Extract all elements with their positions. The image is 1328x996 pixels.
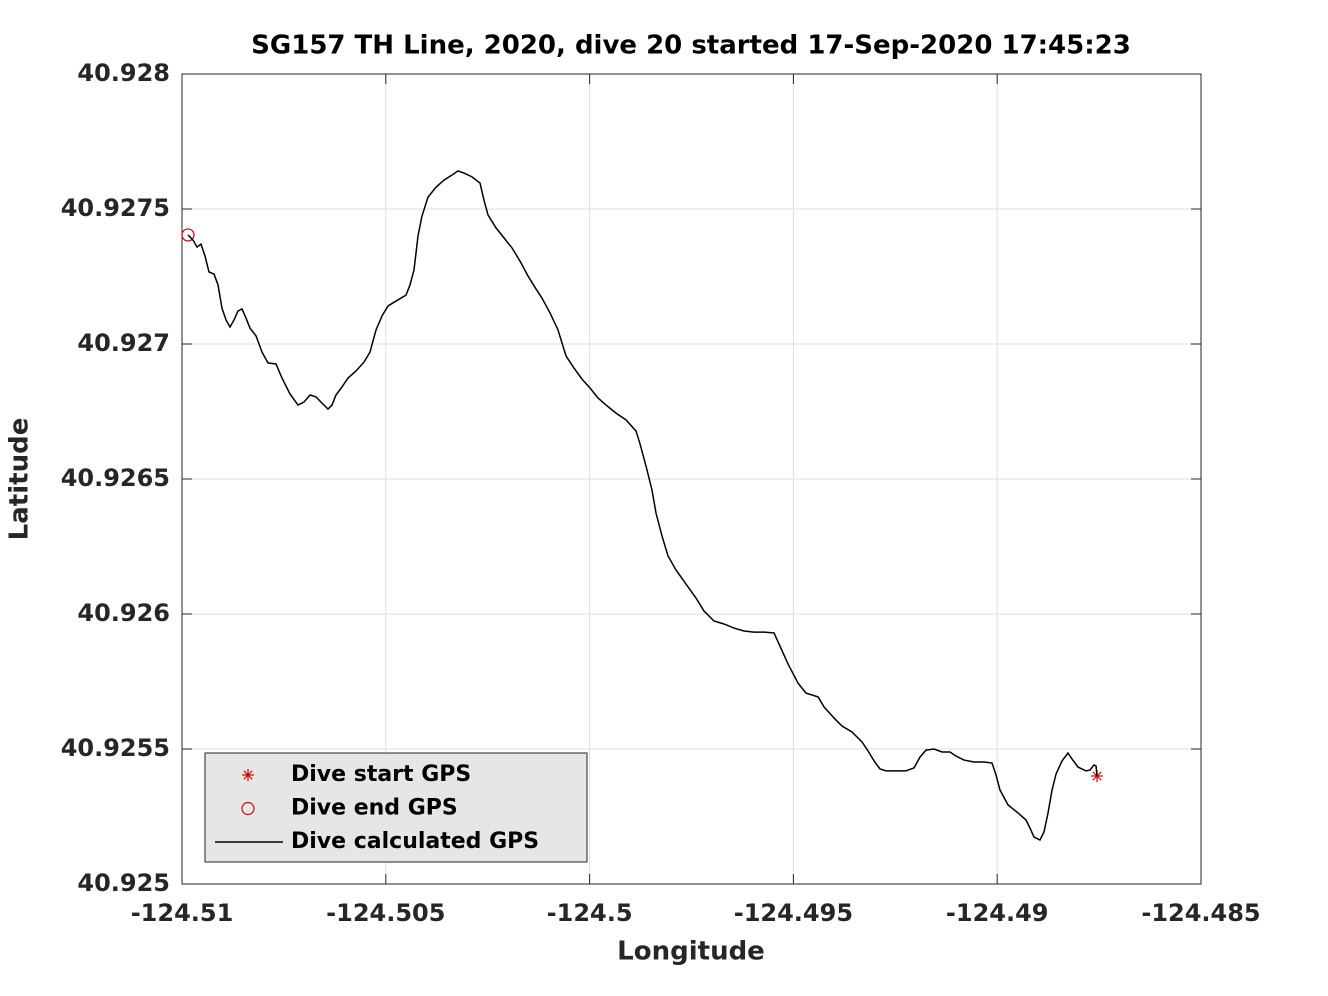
y-tick-label: 40.9255: [61, 734, 170, 762]
y-tick-label: 40.9265: [61, 464, 170, 492]
x-tick-label: -124.5: [547, 899, 633, 927]
legend-label: Dive calculated GPS: [291, 829, 539, 854]
star-stroke: [243, 770, 253, 780]
chart-title: SG157 TH Line, 2020, dive 20 started 17-…: [251, 31, 1131, 61]
y-tick-label: 40.926: [77, 599, 170, 627]
x-tick-label: -124.485: [1141, 899, 1260, 927]
y-tick-label: 40.927: [77, 329, 170, 357]
x-axis-label: Longitude: [617, 937, 765, 967]
x-tick-label: -124.51: [131, 899, 234, 927]
legend-box: [204, 752, 588, 863]
star-marker: [1091, 770, 1104, 782]
star-stroke: [1092, 771, 1102, 781]
x-tick-label: -124.495: [734, 899, 853, 927]
y-tick-label: 40.925: [77, 869, 170, 897]
legend-label: Dive end GPS: [291, 796, 458, 821]
legend-label: Dive start GPS: [291, 762, 471, 787]
circle-marker: [181, 228, 195, 242]
circle-marker: [241, 801, 255, 816]
x-tick-label: -124.505: [326, 899, 445, 927]
y-axis-label: Latitude: [5, 418, 35, 541]
y-tick-label: 40.9275: [61, 194, 170, 222]
plot-frame: [181, 73, 1202, 885]
star-marker: [242, 769, 254, 781]
y-tick-label: 40.928: [77, 59, 170, 87]
track-line: [187, 170, 1098, 841]
x-tick-label: -124.49: [946, 899, 1049, 927]
